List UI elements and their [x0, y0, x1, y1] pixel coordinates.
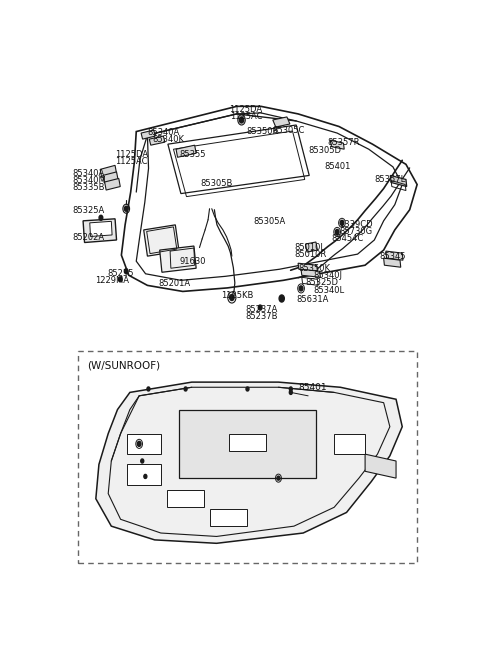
Circle shape	[289, 390, 292, 394]
Text: 85631A: 85631A	[296, 295, 329, 303]
Circle shape	[299, 286, 303, 291]
Circle shape	[289, 387, 292, 391]
Text: 85345: 85345	[379, 252, 406, 261]
Polygon shape	[90, 221, 112, 236]
Text: 85340M: 85340M	[72, 176, 106, 185]
Polygon shape	[210, 509, 248, 526]
Polygon shape	[273, 117, 290, 127]
Polygon shape	[334, 434, 365, 454]
Circle shape	[279, 295, 284, 302]
Text: 85305D: 85305D	[309, 145, 341, 155]
Text: 85325A: 85325A	[72, 206, 104, 215]
Polygon shape	[83, 219, 117, 242]
Polygon shape	[386, 251, 403, 260]
Circle shape	[229, 295, 234, 301]
Polygon shape	[144, 225, 179, 256]
Text: 85340A: 85340A	[147, 128, 180, 137]
Text: 85357L: 85357L	[374, 175, 406, 184]
Text: 85235: 85235	[107, 269, 134, 278]
Polygon shape	[301, 269, 321, 277]
Polygon shape	[149, 136, 165, 145]
Circle shape	[144, 474, 147, 478]
Circle shape	[335, 229, 339, 234]
Polygon shape	[100, 165, 117, 178]
Text: 85010R: 85010R	[294, 250, 326, 259]
Circle shape	[119, 277, 122, 282]
Polygon shape	[384, 258, 401, 267]
Text: 91630: 91630	[179, 257, 205, 266]
Polygon shape	[141, 130, 155, 139]
Polygon shape	[229, 434, 266, 451]
Text: 1229MA: 1229MA	[96, 276, 129, 286]
Circle shape	[141, 459, 144, 463]
Text: 1339CD: 1339CD	[339, 220, 372, 229]
Text: 85350R: 85350R	[246, 126, 278, 136]
Text: 1125KB: 1125KB	[221, 291, 253, 300]
Text: 85305A: 85305A	[253, 217, 286, 227]
Text: 85340J: 85340J	[313, 271, 342, 280]
Circle shape	[277, 476, 280, 480]
Text: 85357R: 85357R	[328, 138, 360, 147]
Text: 85305B: 85305B	[201, 179, 233, 187]
Text: 85340A: 85340A	[72, 169, 104, 178]
Circle shape	[184, 387, 187, 391]
Text: 85454C: 85454C	[332, 234, 364, 244]
Text: 85325D: 85325D	[305, 278, 338, 287]
Text: 85010L: 85010L	[294, 242, 325, 252]
Polygon shape	[305, 242, 317, 252]
Text: 85730G: 85730G	[339, 227, 372, 236]
Text: 85335B: 85335B	[72, 183, 105, 192]
Polygon shape	[390, 176, 407, 187]
Circle shape	[137, 441, 141, 446]
Text: 85305C: 85305C	[273, 126, 305, 134]
Circle shape	[99, 215, 103, 220]
Polygon shape	[127, 434, 161, 454]
Circle shape	[258, 305, 262, 310]
Text: 85340L: 85340L	[313, 286, 344, 295]
Circle shape	[240, 117, 244, 123]
Text: 85340K: 85340K	[152, 135, 184, 144]
Circle shape	[124, 206, 128, 212]
Polygon shape	[298, 263, 317, 271]
Polygon shape	[180, 409, 315, 478]
Circle shape	[340, 220, 344, 225]
Polygon shape	[160, 246, 196, 272]
Text: 85401: 85401	[298, 383, 327, 392]
Text: 85202A: 85202A	[72, 233, 104, 242]
Polygon shape	[330, 140, 344, 149]
Polygon shape	[103, 172, 118, 183]
Text: 1125AC: 1125AC	[230, 113, 262, 121]
Circle shape	[246, 387, 249, 391]
Polygon shape	[167, 490, 204, 507]
Text: 85355: 85355	[179, 150, 205, 159]
Text: 1125DA: 1125DA	[115, 150, 148, 159]
Polygon shape	[127, 464, 161, 485]
Text: 85237A: 85237A	[245, 305, 277, 314]
Polygon shape	[96, 382, 402, 543]
Circle shape	[124, 269, 128, 274]
Text: 85201A: 85201A	[158, 279, 191, 288]
Text: 85237B: 85237B	[245, 312, 277, 321]
Text: 85401: 85401	[324, 162, 350, 171]
Text: 1125DA: 1125DA	[229, 105, 263, 115]
Polygon shape	[105, 178, 120, 190]
Text: 1125AC: 1125AC	[115, 157, 147, 166]
Text: (W/SUNROOF): (W/SUNROOF)	[87, 360, 160, 370]
Polygon shape	[176, 145, 196, 157]
Polygon shape	[365, 454, 396, 478]
Text: 85350K: 85350K	[299, 264, 330, 272]
Circle shape	[147, 387, 150, 391]
